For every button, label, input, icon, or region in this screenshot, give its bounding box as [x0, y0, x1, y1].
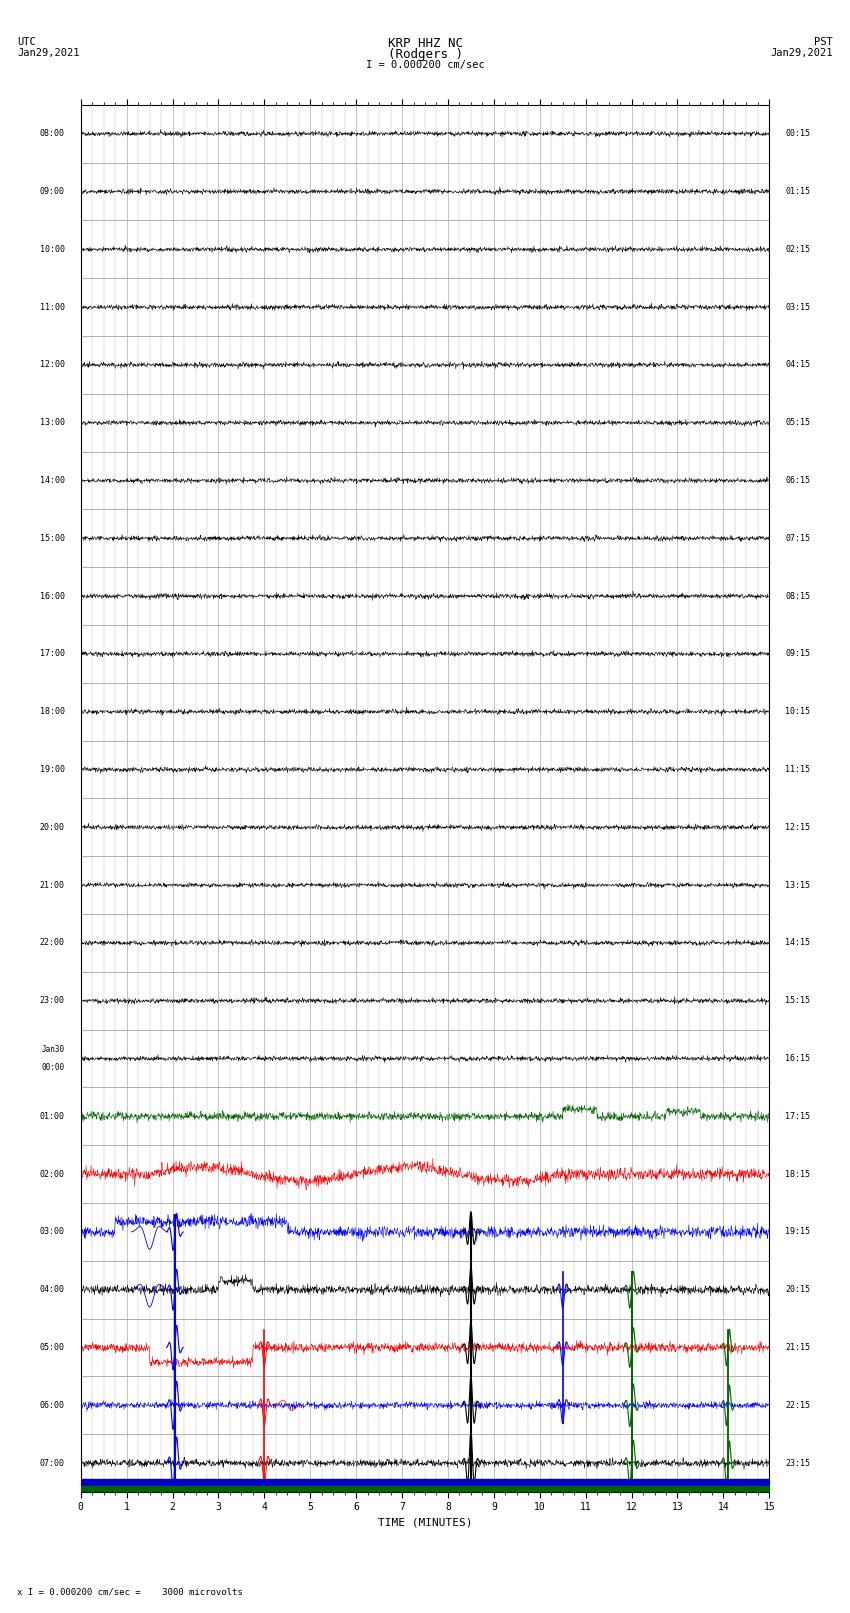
Text: PST: PST [814, 37, 833, 47]
Text: 15:15: 15:15 [785, 997, 810, 1005]
Text: KRP HHZ NC: KRP HHZ NC [388, 37, 462, 50]
Text: 16:15: 16:15 [785, 1053, 810, 1063]
Text: 02:00: 02:00 [40, 1169, 65, 1179]
Text: 04:15: 04:15 [785, 360, 810, 369]
Text: 04:00: 04:00 [40, 1286, 65, 1294]
Text: 05:15: 05:15 [785, 418, 810, 427]
Text: 16:00: 16:00 [40, 592, 65, 600]
Text: 23:00: 23:00 [40, 997, 65, 1005]
Text: 11:15: 11:15 [785, 765, 810, 774]
Text: UTC: UTC [17, 37, 36, 47]
Text: (Rodgers ): (Rodgers ) [388, 48, 462, 61]
Text: Jan30: Jan30 [42, 1045, 65, 1055]
X-axis label: TIME (MINUTES): TIME (MINUTES) [377, 1518, 473, 1528]
Text: 19:15: 19:15 [785, 1227, 810, 1237]
Text: 03:00: 03:00 [40, 1227, 65, 1237]
Text: 09:00: 09:00 [40, 187, 65, 197]
Text: 13:15: 13:15 [785, 881, 810, 890]
Text: 11:00: 11:00 [40, 303, 65, 311]
Text: 09:15: 09:15 [785, 650, 810, 658]
Text: 15:00: 15:00 [40, 534, 65, 544]
Text: 01:00: 01:00 [40, 1111, 65, 1121]
Text: Jan29,2021: Jan29,2021 [17, 48, 80, 58]
Text: 21:15: 21:15 [785, 1344, 810, 1352]
Text: 14:15: 14:15 [785, 939, 810, 947]
Text: 14:00: 14:00 [40, 476, 65, 486]
Text: 08:00: 08:00 [40, 129, 65, 139]
Text: 20:15: 20:15 [785, 1286, 810, 1294]
Text: 07:00: 07:00 [40, 1458, 65, 1468]
Text: 06:00: 06:00 [40, 1400, 65, 1410]
Text: 10:00: 10:00 [40, 245, 65, 253]
Text: 03:15: 03:15 [785, 303, 810, 311]
Text: 21:00: 21:00 [40, 881, 65, 890]
Text: 00:15: 00:15 [785, 129, 810, 139]
Text: 07:15: 07:15 [785, 534, 810, 544]
Text: 19:00: 19:00 [40, 765, 65, 774]
Text: 08:15: 08:15 [785, 592, 810, 600]
Text: 17:00: 17:00 [40, 650, 65, 658]
Text: 06:15: 06:15 [785, 476, 810, 486]
Text: 22:00: 22:00 [40, 939, 65, 947]
Text: x I = 0.000200 cm/sec =    3000 microvolts: x I = 0.000200 cm/sec = 3000 microvolts [17, 1587, 243, 1597]
Text: 23:15: 23:15 [785, 1458, 810, 1468]
Text: 05:00: 05:00 [40, 1344, 65, 1352]
Text: 10:15: 10:15 [785, 706, 810, 716]
Text: 01:15: 01:15 [785, 187, 810, 197]
Text: 22:15: 22:15 [785, 1400, 810, 1410]
Text: 13:00: 13:00 [40, 418, 65, 427]
Text: Jan29,2021: Jan29,2021 [770, 48, 833, 58]
Text: 17:15: 17:15 [785, 1111, 810, 1121]
Text: 00:00: 00:00 [42, 1063, 65, 1071]
Text: 18:00: 18:00 [40, 706, 65, 716]
Text: 20:00: 20:00 [40, 823, 65, 832]
Text: 02:15: 02:15 [785, 245, 810, 253]
Text: 12:00: 12:00 [40, 360, 65, 369]
Text: I = 0.000200 cm/sec: I = 0.000200 cm/sec [366, 60, 484, 69]
Text: 12:15: 12:15 [785, 823, 810, 832]
Text: 18:15: 18:15 [785, 1169, 810, 1179]
